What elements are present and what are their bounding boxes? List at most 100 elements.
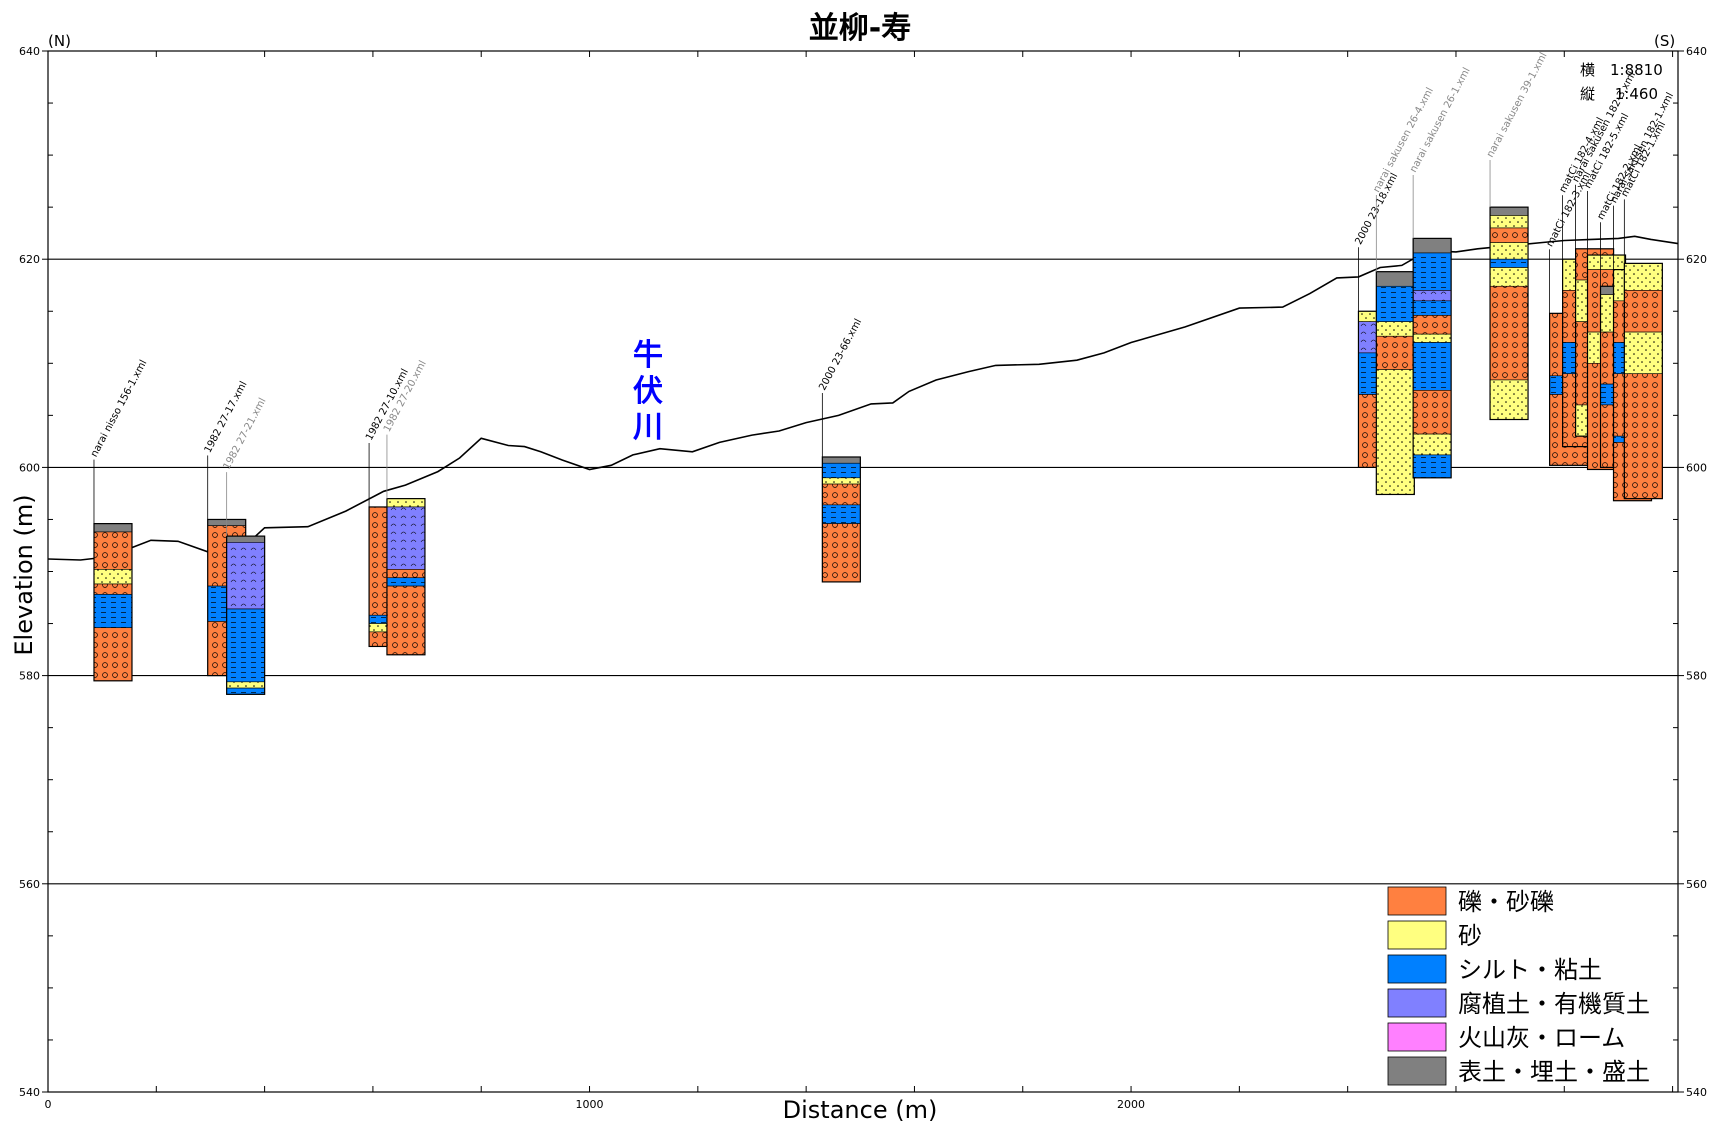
- section-title: 並柳-寿: [809, 11, 911, 46]
- borehole-layer-band: [1376, 370, 1414, 495]
- borehole-layer-band: [1376, 272, 1414, 287]
- borehole: narai sakusen 39-1.xml: [1485, 51, 1550, 420]
- borehole-layer-band: [1490, 228, 1528, 243]
- borehole-layer-band: [1413, 315, 1451, 334]
- borehole-layer-band: [1490, 243, 1528, 260]
- borehole-layer-band: [1376, 322, 1414, 337]
- borehole-layer-band: [1624, 374, 1662, 499]
- borehole-layer-band: [822, 463, 860, 478]
- borehole-layer-band: [387, 586, 425, 655]
- borehole: narai nisso 156-1.xml: [89, 358, 149, 680]
- borehole-layer-band: [227, 682, 265, 688]
- borehole-layer-band: [1413, 455, 1451, 478]
- legend-swatch: [1388, 887, 1446, 915]
- borehole-layer-band: [1624, 332, 1662, 374]
- borehole-layer-band: [1413, 301, 1451, 316]
- borehole-layer-band: [1413, 290, 1451, 300]
- axes: 540 540 560 560 580 580 600 600 620 620 640 640 0 100…: [19, 45, 1707, 1111]
- borehole-name: narai nisso 156-1.xml: [89, 358, 149, 459]
- borehole-layer-band: [94, 584, 132, 594]
- legend-swatch: [1388, 989, 1446, 1017]
- y-tick-label-right: 640: [1686, 45, 1707, 58]
- legend-label: 火山灰・ローム: [1458, 1024, 1625, 1052]
- legend-label: 礫・砂礫: [1458, 888, 1554, 916]
- borehole-layer-band: [1413, 390, 1451, 434]
- borehole-layer-band: [387, 578, 425, 586]
- horizontal-scale-label: 横 1:8810: [1580, 61, 1663, 79]
- borehole-layer-band: [1624, 263, 1662, 290]
- direction-left-label: (N): [48, 32, 71, 50]
- borehole-layer-band: [94, 594, 132, 627]
- legend-swatch: [1388, 955, 1446, 983]
- borehole-layer-band: [822, 505, 860, 524]
- x-tick-label: 0: [45, 1098, 52, 1111]
- borehole-layer-band: [227, 688, 265, 694]
- borehole-layer-band: [387, 569, 425, 577]
- borehole-layer-band: [227, 609, 265, 682]
- y-tick-label-left: 560: [19, 878, 40, 891]
- borehole-layer-band: [1490, 380, 1528, 420]
- borehole-layer-band: [1490, 215, 1528, 227]
- borehole-layer-band: [94, 569, 132, 584]
- y-tick-label-left: 620: [19, 253, 40, 266]
- borehole-layer-band: [1376, 286, 1414, 321]
- y-tick-label-left: 600: [19, 461, 40, 474]
- legend-swatch: [1388, 921, 1446, 949]
- legend-label: 表土・埋土・盛土: [1458, 1058, 1650, 1086]
- borehole-layer-band: [1413, 334, 1451, 342]
- borehole-layer-band: [1413, 342, 1451, 390]
- legend-label: 砂: [1458, 922, 1482, 950]
- borehole-layer-band: [1624, 290, 1662, 332]
- borehole-layer-band: [822, 457, 860, 463]
- borehole-layer-band: [822, 478, 860, 484]
- borehole-layer-band: [94, 628, 132, 681]
- borehole: 2000 23-66.xml: [817, 317, 864, 582]
- borehole-layer-band: [94, 524, 132, 532]
- direction-right-label: (S): [1654, 32, 1675, 50]
- borehole-layer-band: [1413, 434, 1451, 455]
- river-label: 牛伏川: [633, 338, 663, 445]
- y-tick-label-right: 600: [1686, 461, 1707, 474]
- legend-label: 腐植土・有機質土: [1458, 990, 1650, 1018]
- borehole-layer-band: [387, 507, 425, 569]
- y-tick-label-left: 580: [19, 670, 40, 683]
- y-tick-label-right: 560: [1686, 878, 1707, 891]
- borehole-layer-band: [1413, 238, 1451, 253]
- borehole-layer-band: [227, 536, 265, 542]
- x-tick-label: 2000: [1117, 1098, 1145, 1111]
- borehole-layer-band: [94, 532, 132, 569]
- river-name: 牛伏川: [633, 338, 663, 445]
- borehole-layer-band: [822, 484, 860, 505]
- legend-swatch: [1388, 1057, 1446, 1085]
- legend-label: シルト・粘土: [1458, 956, 1602, 984]
- borehole-layer-band: [1376, 336, 1414, 369]
- borehole-layer-band: [1588, 255, 1626, 270]
- borehole-layer-band: [1413, 253, 1451, 290]
- borehole-layer-band: [387, 499, 425, 507]
- borehole: narai sakusen 26-1.xml: [1408, 66, 1473, 478]
- y-tick-label-left: 640: [19, 45, 40, 58]
- y-tick-label-right: 540: [1686, 1086, 1707, 1099]
- y-axis-title: Elevation (m): [10, 494, 38, 655]
- borehole-layer-band: [227, 542, 265, 609]
- river-char: 牛: [633, 338, 663, 373]
- river-char: 川: [633, 410, 663, 445]
- borehole-layer-band: [1490, 268, 1528, 287]
- river-char: 伏: [633, 374, 663, 409]
- borehole-name: 2000 23-66.xml: [817, 317, 864, 392]
- borehole-layer-band: [1490, 207, 1528, 215]
- x-tick-label: 1000: [576, 1098, 604, 1111]
- y-tick-label-right: 580: [1686, 670, 1707, 683]
- borehole-name: narai sakusen 39-1.xml: [1485, 51, 1550, 159]
- x-axis-title: Distance (m): [783, 1096, 938, 1124]
- borehole-layer-band: [1490, 259, 1528, 267]
- legend-swatch: [1388, 1023, 1446, 1051]
- borehole: 1982 27-21.xml: [222, 396, 269, 694]
- borehole-layer-band: [1490, 286, 1528, 380]
- y-tick-label-right: 620: [1686, 253, 1707, 266]
- y-tick-label-left: 540: [19, 1086, 40, 1099]
- borehole-layer-band: [822, 524, 860, 582]
- boreholes: narai nisso 156-1.xml 1982 27-17.xml1982 …: [89, 51, 1676, 694]
